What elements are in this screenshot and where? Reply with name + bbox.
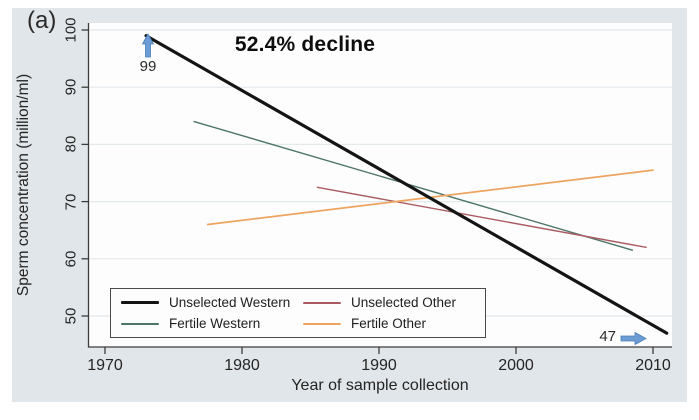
legend-entry: Unselected Other [299,295,481,310]
x-tick-label: 1980 [224,357,260,374]
legend-line-swatch [121,322,159,325]
legend-label: Fertile Western [169,316,261,331]
series-line-unselected-western [144,34,669,335]
legend-entry: Fertile Other [299,316,481,331]
x-tick-label: 2000 [498,357,534,374]
legend-label: Unselected Other [351,295,457,310]
up-arrow-icon [141,33,155,58]
legend-line-swatch [303,322,341,325]
legend-line-swatch [121,301,159,304]
panel-label: (a) [27,7,57,34]
x-axis-title: Year of sample collection [291,377,469,394]
x-tick-label: 2010 [635,357,671,374]
decline-annotation: 52.4% decline [234,33,376,56]
x-tick-label: 1990 [361,357,397,374]
legend-entry: Fertile Western [117,316,299,331]
x-tick-label: 1970 [87,357,123,374]
start-value-label: 99 [139,58,157,75]
series-line-unselected-other [316,186,647,249]
right-arrow-icon [620,331,647,346]
end-value-label: 47 [599,328,616,345]
legend-label: Fertile Other [351,316,427,331]
series-line-fertile-western [193,120,634,251]
legend: Unselected Western Unselected Other Fertil… [110,288,486,338]
legend-entry: Unselected Western [117,295,299,310]
legend-label: Unselected Western [169,295,291,310]
legend-line-swatch [303,301,341,304]
